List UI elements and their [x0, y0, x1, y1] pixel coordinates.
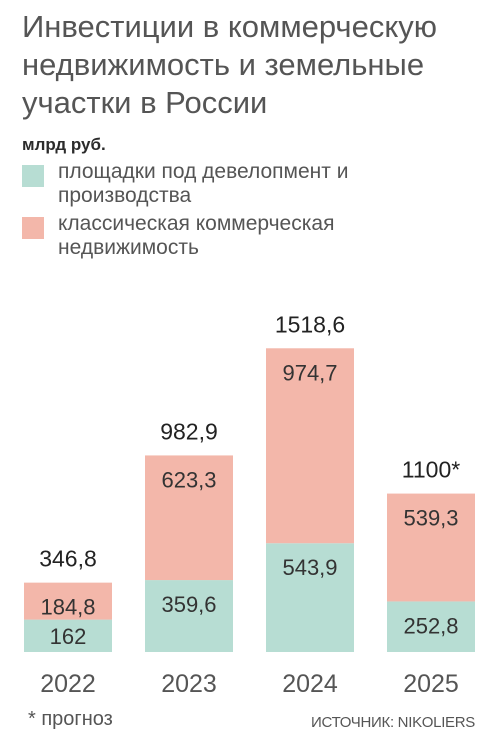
footnote: * прогноз	[28, 708, 113, 730]
x-tick-label-2025: 2025	[403, 670, 459, 698]
total-label-2022: 346,8	[39, 546, 97, 572]
bar-development-2023	[145, 580, 233, 652]
bar-development-2024	[266, 543, 354, 652]
bar-development-2025	[387, 601, 475, 652]
value-label-commercial-2024: 974,7	[282, 360, 337, 385]
value-label-development-2023: 359,6	[161, 592, 216, 617]
bar-commercial-2025	[387, 493, 475, 602]
chart-subtitle: млрд руб.	[22, 135, 106, 154]
legend-label-commercial: классическая коммерческая недвижимость	[58, 212, 335, 259]
legend: площадки под девелопмент и производства …	[22, 160, 482, 264]
value-label-development-2022: 162	[50, 624, 87, 649]
legend-item-commercial: классическая коммерческая недвижимость	[22, 212, 482, 260]
bar-commercial-2024	[266, 348, 354, 544]
x-tick-label-2024: 2024	[282, 670, 338, 698]
source-note: ИСТОЧНИК: NIKOLIERS	[311, 714, 475, 731]
value-label-commercial-2022: 184,8	[40, 595, 95, 620]
value-label-commercial-2023: 623,3	[161, 467, 216, 492]
total-label-2025: 1100*	[402, 457, 460, 483]
bar-commercial-2022	[24, 582, 112, 620]
value-label-development-2024: 543,9	[282, 555, 337, 580]
bar-commercial-2023	[145, 455, 233, 581]
x-tick-label-2022: 2022	[40, 670, 96, 698]
legend-swatch-development	[22, 165, 44, 187]
legend-swatch-commercial	[22, 217, 44, 239]
chart-title: Инвестиции в коммерческую недвижимость и…	[22, 9, 437, 120]
total-label-2023: 982,9	[160, 418, 218, 444]
bar-development-2022	[24, 619, 112, 652]
legend-item-development: площадки под девелопмент и производства	[22, 160, 482, 208]
x-tick-label-2023: 2023	[161, 670, 217, 698]
total-label-2024: 1518,6	[275, 311, 345, 337]
value-label-commercial-2025: 539,3	[403, 506, 458, 531]
legend-label-development: площадки под девелопмент и производства	[58, 160, 349, 207]
value-label-development-2025: 252,8	[403, 613, 458, 638]
